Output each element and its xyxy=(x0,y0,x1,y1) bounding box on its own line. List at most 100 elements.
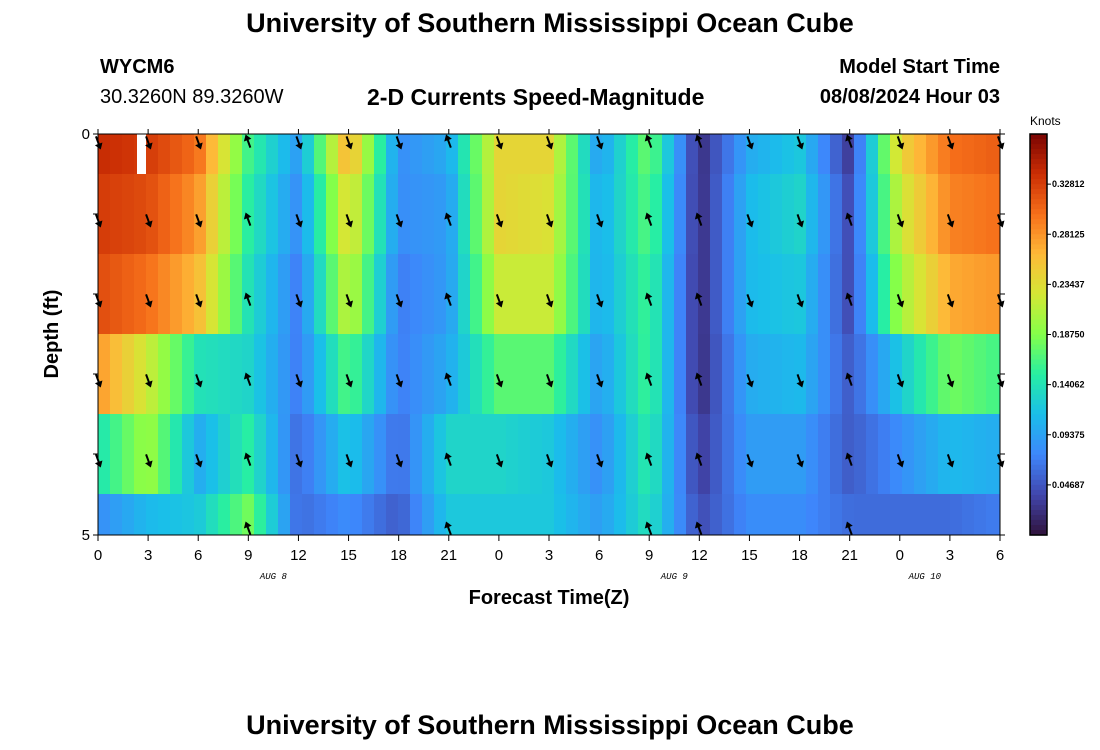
heatmap-cell xyxy=(818,334,831,415)
colorbar-tick-label: 0.23437 xyxy=(1052,279,1085,289)
x-tick-label: 0 xyxy=(94,547,102,564)
x-tick-label: 6 xyxy=(595,547,603,564)
heatmap-cell xyxy=(758,254,771,335)
heatmap-cell xyxy=(422,134,435,175)
heatmap-cell xyxy=(326,254,339,335)
heatmap-cell xyxy=(554,494,567,536)
heatmap-cell xyxy=(182,334,195,415)
heatmap-cell xyxy=(782,334,795,415)
heatmap-cell xyxy=(446,414,459,495)
heatmap-cell xyxy=(158,494,171,536)
colorbar-segment xyxy=(1030,164,1047,170)
heatmap-cell xyxy=(890,254,903,335)
heatmap-cell xyxy=(506,334,519,415)
heatmap-cell xyxy=(650,414,663,495)
current-arrow xyxy=(596,214,604,228)
colorbar-segment xyxy=(1030,419,1047,426)
current-arrow xyxy=(694,292,703,306)
current-arrow xyxy=(145,294,153,308)
colorbar-segment xyxy=(1030,264,1047,270)
heatmap-cell xyxy=(722,494,735,536)
heatmap-cell xyxy=(98,334,111,415)
current-arrow xyxy=(746,214,754,228)
heatmap-cell xyxy=(458,134,471,175)
heatmap-cell xyxy=(914,414,927,495)
current-arrow xyxy=(845,134,853,148)
colorbar-segment xyxy=(1030,284,1047,290)
heatmap-cell xyxy=(206,254,219,335)
heatmap-cell xyxy=(110,254,123,335)
heatmap-cell xyxy=(326,174,339,255)
heatmap-cell xyxy=(374,254,387,335)
heatmap-cell xyxy=(554,174,567,255)
y-tick-label: 0 xyxy=(82,126,90,143)
current-arrow xyxy=(694,372,703,386)
heatmap-cell xyxy=(830,254,843,335)
heatmap-cell xyxy=(470,174,483,255)
heatmap-cell xyxy=(230,334,243,415)
heatmap-cell xyxy=(458,174,471,255)
heatmap-cell xyxy=(362,254,375,335)
current-arrow xyxy=(345,454,353,468)
heatmap-cell xyxy=(698,174,711,255)
heatmap-cell xyxy=(746,494,759,536)
heatmap-cell xyxy=(278,414,291,495)
heatmap-cell xyxy=(890,334,903,415)
heatmap-cell xyxy=(266,174,279,255)
colorbar-segment xyxy=(1030,369,1047,376)
heatmap-cell xyxy=(350,494,363,536)
heatmap-cell xyxy=(482,334,495,415)
heatmap-cell xyxy=(290,134,303,175)
heatmap-cell xyxy=(758,414,771,495)
current-arrow xyxy=(946,454,955,468)
current-arrow xyxy=(145,136,153,150)
heatmap-cell xyxy=(338,174,351,255)
colorbar-segment xyxy=(1030,379,1047,386)
heatmap-cell xyxy=(686,414,699,495)
heatmap-cell xyxy=(650,494,663,536)
colorbar-segment xyxy=(1030,389,1047,396)
heatmap-cell xyxy=(998,494,1001,536)
heatmap-cell xyxy=(722,254,735,335)
heatmap-cell xyxy=(950,134,963,175)
heatmap-cell xyxy=(194,174,207,255)
x-tick-label: 0 xyxy=(896,547,904,564)
heatmap-cell xyxy=(734,494,747,536)
colorbar-segment xyxy=(1030,504,1047,511)
heatmap-cell xyxy=(806,254,819,335)
colorbar-segment xyxy=(1030,479,1047,486)
heatmap-cell xyxy=(182,134,195,175)
heatmap-cell xyxy=(482,494,495,536)
heatmap-cell xyxy=(506,494,519,536)
heatmap-cell xyxy=(614,134,627,175)
colorbar-segment xyxy=(1030,314,1047,321)
colorbar-segment xyxy=(1030,334,1047,341)
current-arrow xyxy=(495,374,504,388)
heatmap-cell xyxy=(494,334,507,415)
current-arrow xyxy=(796,454,804,468)
current-arrow xyxy=(896,136,905,150)
heatmap-cell xyxy=(722,174,735,255)
heatmap-cell xyxy=(758,174,771,255)
heatmap-cell xyxy=(854,174,867,255)
heatmap-cell xyxy=(494,414,507,495)
heatmap-cell xyxy=(470,414,483,495)
colorbar-segment xyxy=(1030,134,1047,140)
current-arrow xyxy=(845,292,853,306)
heatmap-cell xyxy=(626,334,639,415)
heatmap-cell xyxy=(518,254,531,335)
heatmap-cell xyxy=(518,494,531,536)
heatmap-cell xyxy=(806,494,819,536)
heatmap-cell xyxy=(230,174,243,255)
heatmap-cell xyxy=(146,414,159,495)
heatmap-cell xyxy=(950,414,963,495)
heatmap-cell xyxy=(302,134,315,175)
heatmap-cell xyxy=(158,414,171,495)
current-arrow xyxy=(694,212,703,226)
heatmap-cell xyxy=(158,174,171,255)
colorbar-segment xyxy=(1030,524,1047,531)
current-arrow xyxy=(444,212,452,226)
heatmap-cell xyxy=(986,134,999,175)
heatmap-cell xyxy=(782,414,795,495)
heatmap-cell xyxy=(314,494,327,536)
